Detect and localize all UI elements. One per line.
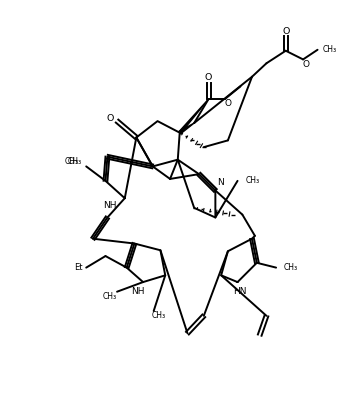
Text: CH₃: CH₃ bbox=[322, 45, 337, 54]
Text: NH: NH bbox=[131, 287, 145, 296]
Text: CH₃: CH₃ bbox=[284, 263, 298, 272]
Text: CH₃: CH₃ bbox=[102, 292, 116, 301]
Text: O: O bbox=[106, 114, 114, 123]
Text: CH₃: CH₃ bbox=[245, 176, 259, 185]
Text: O: O bbox=[205, 73, 212, 82]
Text: CH₃: CH₃ bbox=[151, 311, 166, 320]
Text: HN: HN bbox=[233, 287, 246, 296]
Text: N: N bbox=[217, 178, 223, 187]
Text: O: O bbox=[282, 27, 289, 36]
Text: Et: Et bbox=[74, 263, 83, 272]
Text: O: O bbox=[224, 99, 232, 108]
Text: NH: NH bbox=[103, 202, 117, 211]
Polygon shape bbox=[179, 99, 209, 133]
Polygon shape bbox=[179, 123, 194, 134]
Text: O: O bbox=[303, 60, 310, 69]
Text: CH₃: CH₃ bbox=[64, 157, 78, 166]
Text: CH₃: CH₃ bbox=[68, 157, 82, 166]
